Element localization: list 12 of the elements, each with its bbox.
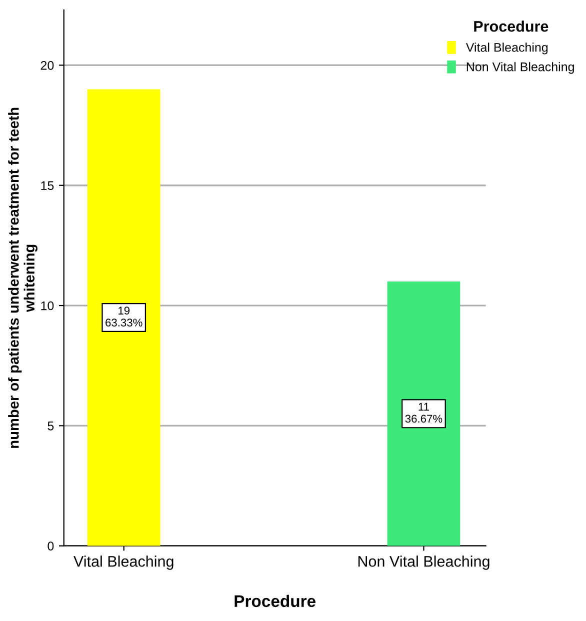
legend-label: Non Vital Bleaching [466,62,574,74]
legend-label: Vital Bleaching [466,42,548,54]
y-tick-label: 0 [48,542,54,551]
y-tick-label: 5 [48,422,54,430]
y-tick-label: 15 [41,181,54,190]
legend-title: Procedure [474,20,548,32]
x-axis-title: Procedure [234,594,316,608]
y-tick-label: 10 [41,301,54,310]
data-label: 11 36.67% [405,402,442,423]
y-tick-label: 20 [40,61,54,70]
y-axis-title: number of patients underwent treatment for teeth whitening [8,108,38,448]
data-label: 19 63.33% [106,306,142,327]
